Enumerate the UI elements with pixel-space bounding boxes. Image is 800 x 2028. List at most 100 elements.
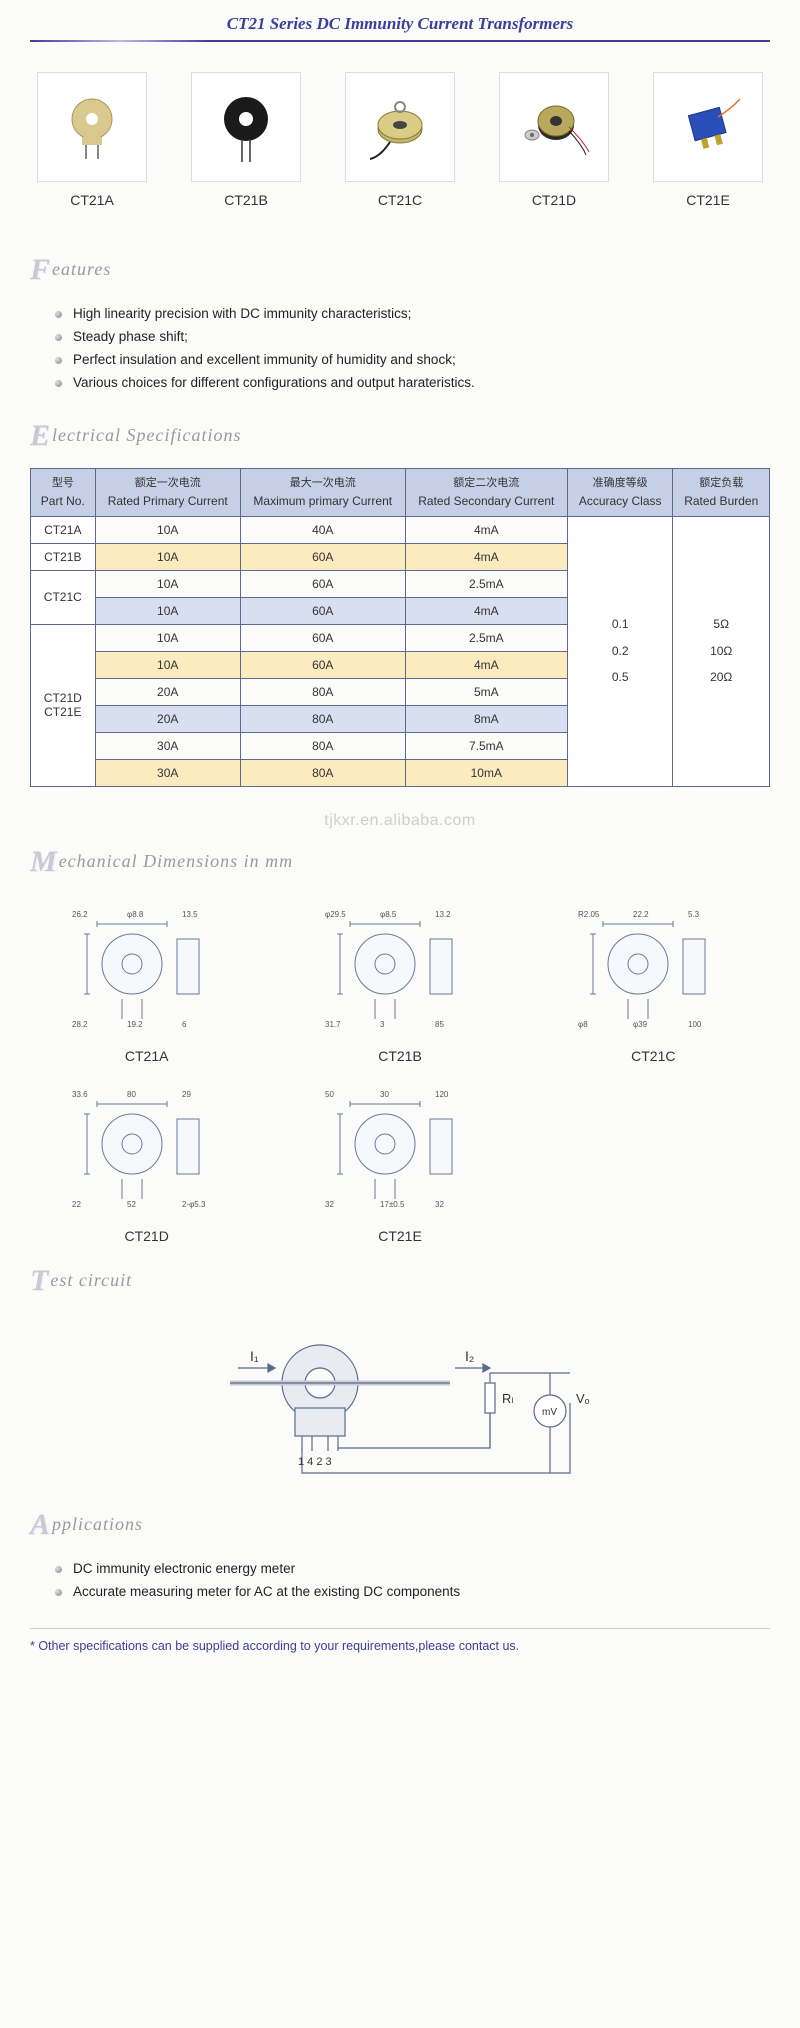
- cell-burden: 5Ω 10Ω 20Ω: [673, 516, 770, 786]
- cell-rsc: 4mA: [405, 651, 567, 678]
- table-header: 额定负载Rated Burden: [673, 469, 770, 517]
- dimension-label: CT21D: [30, 1228, 263, 1244]
- svg-text:29: 29: [182, 1090, 191, 1099]
- dimension-item: φ29.5φ8.513.231.7385 CT21B: [283, 894, 516, 1064]
- label-i1: I₁: [250, 1348, 259, 1364]
- svg-text:32: 32: [325, 1200, 334, 1209]
- svg-text:6: 6: [182, 1020, 187, 1029]
- svg-text:R2.05: R2.05: [578, 910, 600, 919]
- dimension-drawing: 33.6802922522-φ5.3: [30, 1074, 263, 1224]
- watermark: tjkxr.en.alibaba.com: [0, 812, 800, 830]
- heading-test: Test circuit: [30, 1264, 800, 1298]
- svg-text:17±0.5: 17±0.5: [380, 1200, 405, 1209]
- product-label: CT21E: [636, 192, 780, 208]
- cell-rpc: 10A: [95, 651, 240, 678]
- svg-text:φ8: φ8: [578, 1020, 588, 1029]
- dimension-item: 50301203217±0.532 CT21E: [283, 1074, 516, 1244]
- cell-mpc: 60A: [240, 651, 405, 678]
- product-image: [653, 72, 763, 182]
- product-item: CT21B: [174, 72, 318, 208]
- cell-accuracy: 0.1 0.2 0.5: [567, 516, 673, 786]
- cell-rsc: 2.5mA: [405, 570, 567, 597]
- heading-rest: eatures: [52, 259, 111, 279]
- label-mv: mV: [542, 1407, 557, 1418]
- product-item: CT21C: [328, 72, 472, 208]
- svg-text:52: 52: [127, 1200, 136, 1209]
- cell-rpc: 10A: [95, 543, 240, 570]
- dimension-item: 26.2 φ8.8 13.5 28.2 19.2 6 CT21A: [30, 894, 263, 1064]
- table-header: 最大一次电流Maximum primary Current: [240, 469, 405, 517]
- dimension-drawing: R2.0522.25.3φ8φ39100: [537, 894, 770, 1044]
- product-label: CT21B: [174, 192, 318, 208]
- product-item: CT21A: [20, 72, 164, 208]
- label-i2: I₂: [465, 1348, 474, 1364]
- svg-text:120: 120: [435, 1090, 449, 1099]
- dimension-item: 33.6802922522-φ5.3 CT21D: [30, 1074, 263, 1244]
- product-item: CT21E: [636, 72, 780, 208]
- dimension-label: CT21B: [283, 1048, 516, 1064]
- svg-text:3: 3: [380, 1020, 385, 1029]
- cell-rsc: 7.5mA: [405, 732, 567, 759]
- heading-cap: E: [30, 419, 51, 452]
- dimension-drawing: φ29.5φ8.513.231.7385: [283, 894, 516, 1044]
- svg-text:28.2: 28.2: [72, 1020, 88, 1029]
- cell-rpc: 10A: [95, 570, 240, 597]
- label-vo: Vₒ: [576, 1391, 590, 1406]
- heading-applications: Applications: [30, 1508, 800, 1542]
- cell-part: CT21A: [31, 516, 96, 543]
- svg-text:19.2: 19.2: [127, 1020, 143, 1029]
- test-circuit-diagram: I₁ I₂ Rₗ mV Vₒ 1 4 2 3: [30, 1313, 770, 1483]
- heading-rest: est circuit: [50, 1270, 132, 1290]
- product-gallery: CT21ACT21BCT21CCT21DCT21E: [0, 62, 800, 238]
- dimension-label: CT21A: [30, 1048, 263, 1064]
- list-item: Steady phase shift;: [55, 325, 760, 348]
- cell-rpc: 10A: [95, 624, 240, 651]
- cell-rsc: 10mA: [405, 759, 567, 786]
- heading-mechanical: Mechanical Dimensions in mm: [30, 845, 800, 879]
- features-list: High linearity precision with DC immunit…: [55, 302, 760, 394]
- cell-mpc: 80A: [240, 759, 405, 786]
- svg-text:50: 50: [325, 1090, 334, 1099]
- cell-mpc: 60A: [240, 543, 405, 570]
- cell-part: CT21D CT21E: [31, 624, 96, 786]
- cell-mpc: 80A: [240, 705, 405, 732]
- dimension-drawing: 50301203217±0.532: [283, 1074, 516, 1224]
- cell-rsc: 2.5mA: [405, 624, 567, 651]
- svg-text:13.5: 13.5: [182, 910, 198, 919]
- table-header: 准确度等级Accuracy Class: [567, 469, 673, 517]
- cell-rsc: 4mA: [405, 543, 567, 570]
- cell-mpc: 60A: [240, 624, 405, 651]
- heading-features: Features: [30, 253, 800, 287]
- heading-electrical: Electrical Specifications: [30, 419, 800, 453]
- spec-body: CT21A10A40A4mA0.1 0.2 0.55Ω 10Ω 20ΩCT21B…: [31, 516, 770, 786]
- svg-text:26.2: 26.2: [72, 910, 88, 919]
- label-rl: Rₗ: [502, 1391, 514, 1406]
- cell-rpc: 10A: [95, 516, 240, 543]
- cell-rpc: 20A: [95, 678, 240, 705]
- product-image: [345, 72, 455, 182]
- svg-text:85: 85: [435, 1020, 444, 1029]
- svg-text:22.2: 22.2: [633, 910, 649, 919]
- page-title: CT21 Series DC Immunity Current Transfor…: [30, 0, 770, 42]
- cell-rpc: 20A: [95, 705, 240, 732]
- cell-mpc: 40A: [240, 516, 405, 543]
- product-image: [499, 72, 609, 182]
- svg-text:32: 32: [435, 1200, 444, 1209]
- list-item: High linearity precision with DC immunit…: [55, 302, 760, 325]
- table-header: 额定二次电流Rated Secondary Current: [405, 469, 567, 517]
- label-pins: 1 4 2 3: [298, 1456, 332, 1468]
- cell-mpc: 60A: [240, 597, 405, 624]
- spec-header-row: 型号Part No.额定一次电流Rated Primary Current最大一…: [31, 469, 770, 517]
- heading-cap: T: [30, 1264, 49, 1297]
- dimension-item: R2.0522.25.3φ8φ39100 CT21C: [537, 894, 770, 1244]
- svg-text:80: 80: [127, 1090, 136, 1099]
- cell-rpc: 30A: [95, 732, 240, 759]
- cell-part: CT21B: [31, 543, 96, 570]
- heading-cap: M: [30, 845, 58, 878]
- table-header: 型号Part No.: [31, 469, 96, 517]
- svg-text:φ8.8: φ8.8: [127, 910, 144, 919]
- list-item: DC immunity electronic energy meter: [55, 1557, 760, 1580]
- dimension-label: CT21E: [283, 1228, 516, 1244]
- cell-rsc: 8mA: [405, 705, 567, 732]
- heading-rest: pplications: [52, 1514, 143, 1534]
